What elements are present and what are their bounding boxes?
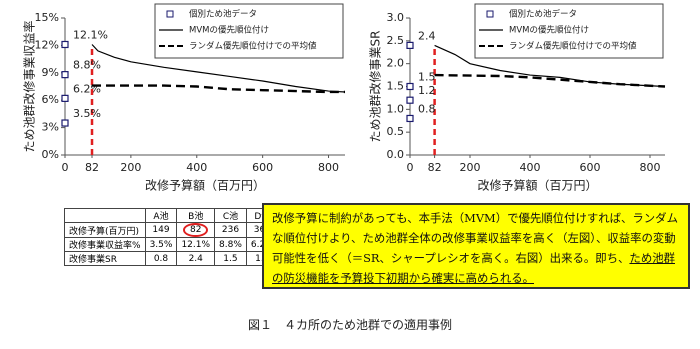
x-axis-title: 改修予算額（百万円）: [145, 178, 265, 193]
row-label: 改修事業SR: [64, 251, 146, 266]
y-tick-label: 3.0: [387, 11, 405, 24]
header-cell: A池: [144, 208, 178, 223]
legend-label: ランダム優先順位付けでの平均値: [509, 41, 637, 52]
summary-text: 改修予算に制約があっても、本手法（MVM）で優先順位付けすれば、ランダムな順位付…: [272, 211, 678, 265]
table-row: 改修予算(百万円)14982236360: [64, 222, 279, 238]
x-tick-label: 600: [580, 161, 601, 174]
cell: 236: [214, 222, 247, 238]
y-tick-label: 0%: [42, 148, 59, 161]
x-tick-label: 400: [520, 161, 541, 174]
cell: 1.5: [214, 251, 247, 266]
caption: 図１ ４カ所のため池群での適用事例: [247, 318, 452, 332]
series-line: [92, 84, 345, 94]
data-point: [61, 119, 69, 127]
y-tick-label: 0.0: [387, 148, 405, 161]
data-point: [61, 94, 69, 102]
legend-label: MVMの優先順位付け: [189, 25, 269, 36]
table-header: A池B池C池D池: [64, 208, 279, 223]
data-label: 12.1%: [73, 28, 108, 41]
y-tick-label: 2.0: [387, 57, 405, 70]
cell: 3.5%: [144, 237, 178, 252]
x-tick-label: 600: [252, 161, 273, 174]
series-line: [91, 44, 346, 93]
cell: 2.4: [176, 251, 216, 266]
y-tick-label: 15%: [35, 11, 59, 24]
data-point: [406, 96, 414, 104]
data-point: [406, 41, 414, 50]
x-tick-label: 800: [318, 161, 339, 174]
cell: 12.1%: [176, 237, 216, 252]
x-tick-label: 400: [186, 161, 207, 174]
data-label: 1.2: [418, 84, 436, 97]
data-label: 6.2%: [73, 82, 101, 95]
legend-marker: [486, 10, 494, 18]
y-tick-label: 0.5: [387, 125, 405, 138]
y-tick-label: 1.0: [387, 102, 405, 115]
x-tick-label: 0: [407, 161, 414, 174]
legend-box: [154, 3, 344, 59]
y-tick-label: 2.5: [387, 34, 405, 47]
y-axis-title: ため池群改修事業収益率: [22, 20, 37, 152]
data-label: 1.5: [418, 71, 436, 84]
legend-label: ランダム優先順位付けでの平均値: [189, 41, 317, 52]
y-tick-label: 6%: [42, 93, 59, 106]
data-label: 3.5%: [73, 107, 101, 120]
data-point: [406, 114, 414, 123]
x-tick-label: 200: [120, 161, 141, 174]
x-axis-title: 改修予算額（百万円）: [477, 178, 597, 193]
charts: 0% 3% 6% 9% 12% 15% 0 82 200 400 600 800 改修予算額（百万円） た…: [22, 3, 666, 193]
row-label: 改修予算(百万円): [64, 222, 146, 238]
highlight-circle: 82: [183, 223, 209, 237]
x-tick-label: 82: [85, 161, 99, 174]
data-label: 2.4: [418, 29, 436, 42]
header-cell: C池: [214, 208, 247, 223]
data-point: [61, 40, 69, 49]
y-tick-label: 12%: [35, 38, 59, 51]
x-tick-label: 200: [460, 161, 481, 174]
x-tick-label: 0: [62, 161, 69, 174]
series-line: [434, 73, 666, 88]
summary-emphasis: ため池群の防災機能を予算投下初期から確実に高められる。: [272, 251, 675, 285]
cell: 82: [176, 222, 216, 238]
data-label: 0.8: [418, 102, 436, 115]
cell: 8.8%: [214, 237, 247, 252]
cell: 0.8: [144, 251, 178, 266]
corner-cell: [64, 208, 146, 223]
x-tick-label: 800: [640, 161, 661, 174]
row-label: 改修事業収益率%: [64, 237, 146, 252]
table-row: 改修事業収益率%3.5%12.1%8.8%6.2%: [64, 237, 279, 252]
legend-label: 個別ため池データ: [189, 9, 257, 20]
legend-label: 個別ため池データ: [509, 9, 577, 20]
x-tick-label: 82: [428, 161, 442, 174]
y-tick-label: 3%: [42, 121, 59, 134]
legend-label: MVMの優先順位付け: [509, 25, 589, 36]
cell: 149: [144, 222, 178, 238]
data-label: 8.8%: [73, 59, 101, 72]
data-point: [61, 71, 69, 79]
pond-table: A池B池C池D池 改修予算(百万円)14982236360 改修事業収益率%3.…: [64, 208, 279, 266]
y-axis-title: ため池群改修事業SR: [368, 31, 383, 143]
legend-box: [474, 3, 664, 59]
y-tick-label: 1.5: [387, 80, 405, 93]
header-cell: B池: [176, 208, 216, 223]
y-tick-label: 9%: [42, 66, 59, 79]
data-point: [406, 82, 414, 91]
legend-marker: [166, 10, 174, 18]
summary-box: 改修予算に制約があっても、本手法（MVM）で優先順位付けすれば、ランダムな順位付…: [262, 203, 690, 289]
